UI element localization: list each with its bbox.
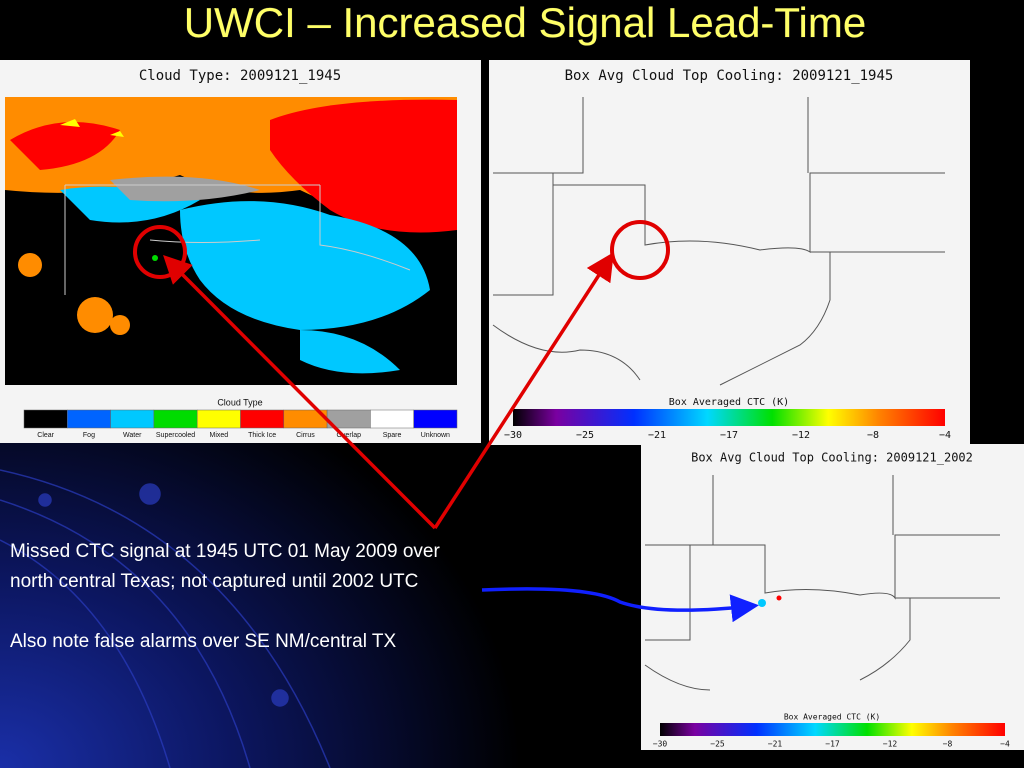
colorbar-title: Box Averaged CTC (K) [784, 713, 880, 722]
legend-title: Cloud Type [217, 397, 262, 407]
signal [758, 599, 766, 607]
paragraph: Also note false alarms over SE NM/centra… [10, 631, 397, 652]
panel-bg [641, 444, 1024, 750]
panel-title: Box Avg Cloud Top Cooling: 2009121_1945 [565, 68, 894, 84]
arrow [163, 255, 437, 530]
colorbar-tick-label: −21 [768, 740, 783, 749]
legend-swatch [196, 409, 241, 429]
colorbar-tick-label: −25 [576, 430, 594, 441]
colorbar-tick-label: −12 [792, 430, 810, 441]
colorbar-tick-label: −17 [720, 430, 738, 441]
legend-swatch [413, 409, 458, 429]
colorbar-tick-label: −8 [867, 430, 879, 441]
colorbar-tick-label: −17 [825, 740, 840, 749]
colorbar-tick-label: −4 [939, 430, 951, 441]
cloud-map [5, 97, 457, 385]
colorbar-title: Box Averaged CTC (K) [669, 397, 789, 408]
legend-swatch [23, 409, 68, 429]
colorbar-ticks: −30 −25 −21 −17 −12 −8 −4 [653, 740, 1010, 749]
slide-title: UWCI – Increased Signal Lead-Time [184, 0, 866, 46]
legend-label: Water [123, 432, 142, 439]
highlight-circle [610, 220, 670, 280]
legend-label: Unknown [421, 432, 450, 439]
base-map [644, 475, 1000, 691]
panel-title: Box Avg Cloud Top Cooling: 2009121_2002 [691, 451, 973, 465]
legend-label: Mixed [210, 432, 229, 439]
legend-swatch [240, 409, 285, 429]
legend-label: Cirrus [296, 432, 315, 439]
colorbar-tick-label: −8 [943, 740, 953, 749]
paragraph: Missed CTC signal at 1945 UTC 01 May 200… [10, 541, 440, 592]
colorbar-tick-label: −30 [504, 430, 522, 441]
legend-label: Fog [83, 432, 95, 439]
panel-title: Cloud Type: 2009121_1945 [139, 68, 341, 84]
legend-label: Overlap [336, 432, 361, 439]
legend-label: Thick Ice [248, 432, 276, 439]
legend-label: Supercooled [156, 432, 195, 439]
arrow [481, 587, 759, 623]
colorbar-tick-label: −4 [1000, 740, 1010, 749]
colorbar-tick-label: −30 [653, 740, 668, 749]
highlight-circle [133, 225, 187, 279]
colorbar-ticks: −30 −25 −21 −17 −12 −8 −4 [504, 430, 951, 441]
colorbar [660, 723, 1005, 736]
colorbar [513, 409, 945, 426]
signal [776, 595, 782, 601]
legend-swatch [110, 409, 155, 429]
legend-label: Clear [37, 432, 54, 439]
legend-swatch [370, 409, 414, 429]
legend-swatch [67, 409, 111, 429]
base-map [492, 97, 945, 386]
colorbar-tick-label: −12 [883, 740, 898, 749]
colorbar-tick-label: −25 [710, 740, 725, 749]
text-block: Missed CTC signal at 1945 UTC 01 May 200… [10, 537, 480, 687]
decor [0, 469, 331, 768]
legend: Clear Fog Water Supercooled Mixed Thick Ice Ci… [23, 409, 458, 439]
legend-label: Spare [383, 432, 402, 439]
legend-swatch [153, 409, 198, 429]
arrow [433, 252, 614, 529]
colorbar-tick-label: −21 [648, 430, 666, 441]
